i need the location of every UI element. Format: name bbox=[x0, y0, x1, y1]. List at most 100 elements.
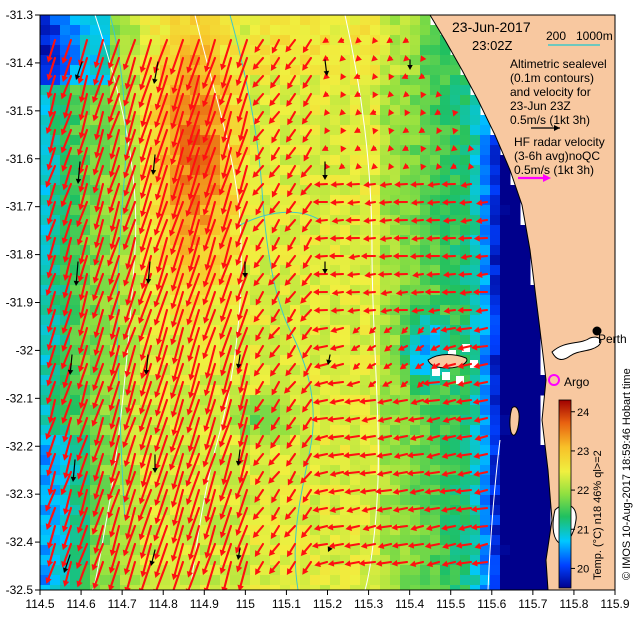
sst-cell bbox=[430, 505, 441, 516]
sst-cell bbox=[510, 515, 521, 526]
sst-cell bbox=[520, 555, 531, 566]
sst-cell bbox=[520, 525, 531, 536]
sst-cell bbox=[390, 565, 401, 576]
sst-cell bbox=[490, 215, 501, 226]
sst-cell bbox=[360, 75, 371, 86]
sst-cell bbox=[500, 415, 511, 426]
sst-cell bbox=[40, 15, 51, 26]
sst-cell bbox=[500, 195, 511, 206]
sst-cell bbox=[310, 315, 321, 326]
sst-cell bbox=[440, 165, 451, 176]
sst-cell bbox=[520, 285, 531, 296]
sst-cell bbox=[100, 85, 111, 96]
sst-cell bbox=[530, 345, 541, 356]
sst-cell bbox=[120, 15, 131, 26]
sst-cell bbox=[120, 35, 131, 46]
sst-cell bbox=[380, 335, 391, 346]
sst-cell bbox=[490, 155, 501, 166]
sst-cell bbox=[340, 225, 351, 236]
sst-cell bbox=[510, 555, 521, 566]
sst-cell bbox=[400, 235, 411, 246]
sst-cell bbox=[500, 405, 511, 416]
sst-cell bbox=[400, 225, 411, 236]
sst-cell bbox=[340, 405, 351, 416]
sst-cell bbox=[280, 105, 291, 116]
sst-cell bbox=[270, 25, 281, 36]
sst-cell bbox=[290, 515, 301, 526]
sst-cell bbox=[490, 355, 501, 366]
sst-cell bbox=[360, 515, 371, 526]
sst-cell bbox=[150, 15, 161, 26]
sst-cell bbox=[440, 245, 451, 256]
sst-cell bbox=[470, 515, 481, 526]
sst-cell bbox=[230, 245, 241, 256]
sst-cell bbox=[530, 425, 541, 436]
sst-cell bbox=[270, 575, 281, 586]
sst-cell bbox=[400, 115, 411, 126]
sst-cell bbox=[450, 115, 461, 126]
sst-cell bbox=[500, 445, 511, 456]
sst-cell bbox=[410, 135, 421, 146]
sst-cell bbox=[360, 155, 371, 166]
sst-cell bbox=[380, 405, 391, 416]
sst-cell bbox=[280, 375, 291, 386]
sst-cell bbox=[460, 125, 471, 136]
sst-cell bbox=[260, 425, 271, 436]
sst-cell bbox=[380, 15, 391, 26]
sst-cell bbox=[370, 565, 381, 576]
sst-cell bbox=[380, 115, 391, 126]
sst-cell bbox=[70, 105, 81, 116]
sst-cell bbox=[480, 295, 491, 306]
sst-cell bbox=[250, 375, 261, 386]
sst-cell bbox=[430, 75, 441, 86]
sst-cell bbox=[100, 175, 111, 186]
sst-cell bbox=[40, 205, 51, 216]
sst-cell bbox=[360, 355, 371, 366]
sst-cell bbox=[440, 425, 451, 436]
sst-cell bbox=[170, 25, 181, 36]
sst-cell bbox=[280, 285, 291, 296]
sst-cell bbox=[480, 125, 491, 136]
sst-cell bbox=[310, 45, 321, 56]
sst-cell bbox=[400, 205, 411, 216]
sst-cell bbox=[290, 15, 301, 26]
sst-cell bbox=[70, 115, 81, 126]
sst-cell bbox=[40, 115, 51, 126]
sst-cell bbox=[420, 155, 431, 166]
sst-cell bbox=[520, 515, 531, 526]
sst-cell bbox=[320, 135, 331, 146]
sst-cell bbox=[390, 15, 401, 26]
sst-cell bbox=[500, 565, 511, 576]
sst-cell bbox=[400, 425, 411, 436]
sst-cell bbox=[370, 195, 381, 206]
sst-cell bbox=[420, 15, 431, 26]
sst-cell bbox=[360, 45, 371, 56]
sst-cell bbox=[490, 295, 501, 306]
sst-cell bbox=[430, 65, 441, 76]
sst-cell bbox=[420, 565, 431, 576]
sst-cell bbox=[120, 25, 131, 36]
sst-cell bbox=[290, 285, 301, 296]
sst-cell bbox=[310, 15, 321, 26]
sst-cell bbox=[440, 385, 451, 396]
sst-cell bbox=[520, 485, 531, 496]
sst-cell bbox=[330, 385, 341, 396]
sst-cell bbox=[410, 55, 421, 66]
sst-cell bbox=[500, 335, 511, 346]
sst-cell bbox=[330, 515, 341, 526]
sst-cell bbox=[420, 495, 431, 506]
sst-cell bbox=[40, 475, 51, 486]
sst-cell bbox=[380, 495, 391, 506]
sst-cell bbox=[420, 205, 431, 216]
sst-cell bbox=[320, 505, 331, 516]
sst-cell bbox=[470, 425, 481, 436]
sst-cell bbox=[440, 405, 451, 416]
sst-cell bbox=[450, 225, 461, 236]
sst-cell bbox=[480, 505, 491, 516]
sst-cell bbox=[330, 35, 341, 46]
sst-cell bbox=[370, 405, 381, 416]
sst-cell bbox=[300, 305, 311, 316]
sst-cell bbox=[490, 465, 501, 476]
sst-cell bbox=[510, 245, 521, 256]
sst-cell bbox=[480, 365, 491, 376]
